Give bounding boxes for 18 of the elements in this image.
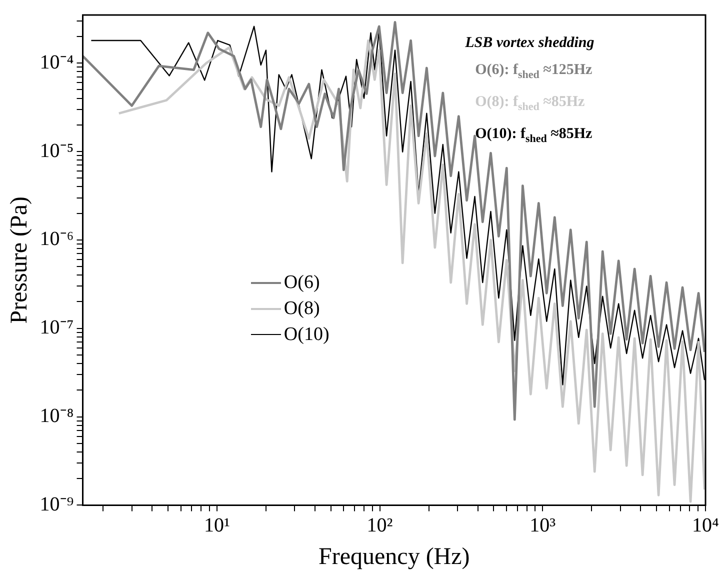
legend-label: O(10) [284,322,330,347]
y-tick-label: 10⁻⁶ [40,228,74,250]
x-tick-label: 10³ [530,514,556,536]
x-tick-label: 10² [366,514,393,536]
annotation: O(10): f$_{shed}$ ≈85Hz [475,124,594,147]
x-tick-label: 10¹ [204,514,230,536]
x-tick-label: 10⁴ [692,514,720,536]
x-axis-title: Frequency (Hz) [318,544,470,570]
y-tick-label: 10⁻⁴ [40,51,74,74]
annotation: LSB vortex shedding [465,34,594,53]
legend-label: O(6) [284,270,320,295]
y-tick-label: 10⁻⁹ [40,493,74,516]
y-tick-label: 10⁻⁷ [40,316,74,339]
annotation: O(6): f$_{shed}$ ≈125Hz [475,60,594,83]
y-tick-label: 10⁻⁸ [40,405,74,428]
y-axis-title: Pressure (Pa) [6,196,33,324]
legend-label: O(8) [284,296,320,321]
y-tick-label: 10⁻⁵ [40,140,74,162]
